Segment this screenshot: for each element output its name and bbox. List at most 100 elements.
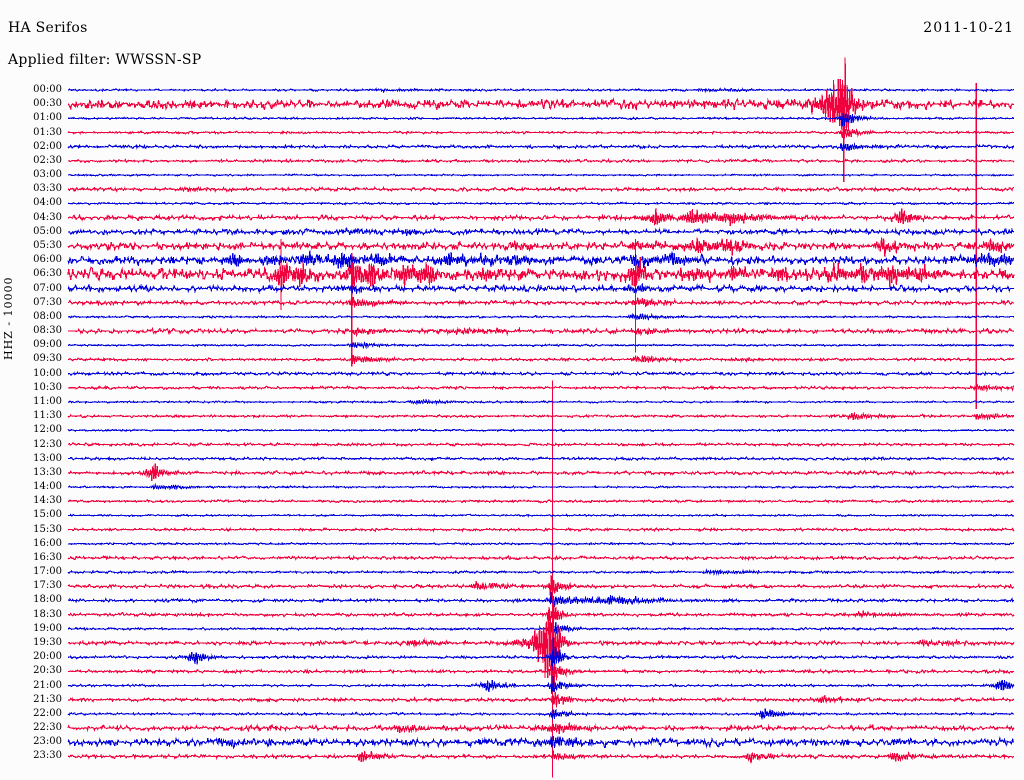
trace-line (67, 722, 1015, 736)
time-tick-label: 13:30 (33, 466, 62, 478)
time-tick-label: 17:30 (33, 580, 62, 592)
trace-line (67, 207, 1015, 227)
time-tick-label: 10:30 (33, 381, 62, 393)
time-tick-label: 15:00 (33, 509, 62, 521)
time-tick-label: 00:00 (33, 84, 62, 95)
time-tick-label: 13:00 (33, 452, 62, 464)
trace-line (67, 398, 1015, 406)
time-tick-label: 16:00 (33, 537, 62, 549)
trace-line (67, 541, 1015, 546)
time-tick-label: 05:30 (33, 239, 62, 251)
trace-line (67, 482, 1015, 491)
trace-line (67, 568, 1015, 576)
trace-line (67, 296, 1015, 309)
trace-line (67, 428, 1015, 433)
time-tick-label: 21:30 (33, 693, 62, 705)
time-tick-label: 10:00 (33, 367, 62, 379)
trace-line (67, 87, 1015, 94)
trace-line (67, 283, 1015, 294)
trace-line (67, 736, 1015, 750)
trace-line (67, 312, 1014, 322)
time-tick-label: 08:30 (33, 325, 62, 337)
trace-line (67, 227, 1015, 237)
trace-line (68, 185, 1015, 193)
time-tick-label: 22:30 (33, 722, 62, 734)
time-tick-label: 04:00 (33, 197, 62, 209)
trace-line (68, 637, 1015, 673)
time-tick-label: 04:30 (33, 211, 62, 223)
time-tick-label: 01:00 (33, 112, 62, 124)
time-tick-label: 15:30 (33, 523, 62, 535)
trace-line (67, 57, 1015, 156)
trace-line (67, 708, 1014, 721)
date-label: 2011-10-21 (923, 20, 1014, 36)
trace-line (67, 411, 1015, 421)
time-tick-label: 18:30 (33, 608, 62, 620)
station-title: HA Serifos (8, 20, 88, 36)
trace-line (67, 237, 1015, 258)
time-tick-label: 05:00 (33, 225, 62, 237)
trace-line (67, 157, 1015, 164)
trace-line (68, 498, 1015, 504)
trace-line (67, 574, 1015, 598)
trace-line (68, 370, 1015, 377)
trace-line (67, 112, 1015, 127)
trace-group (67, 57, 1015, 764)
trace-line (67, 591, 1015, 607)
trace-line (67, 554, 1015, 562)
time-axis: 00:00 00:30 01:00 01:30 02:00 02:30 03:00 03:30… (0, 0, 66, 780)
trace-line (67, 676, 1015, 694)
time-tick-label: 12:30 (33, 438, 62, 450)
time-tick-label: 01:30 (33, 126, 62, 138)
time-tick-label: 09:00 (33, 339, 62, 351)
time-tick-label: 23:00 (33, 736, 62, 748)
time-tick-label: 02:00 (33, 140, 62, 152)
trace-line (68, 665, 1014, 681)
trace-line (67, 142, 1015, 152)
trace-line (67, 455, 1015, 462)
time-tick-label: 20:00 (33, 651, 62, 663)
trace-line (68, 621, 1015, 635)
applied-filter-label: Applied filter: WWSSN-SP (8, 52, 202, 68)
time-tick-label: 14:30 (33, 495, 62, 507)
time-tick-label: 23:30 (33, 750, 62, 762)
trace-line (67, 526, 1015, 533)
trace-line (67, 604, 1015, 623)
time-tick-label: 07:30 (33, 296, 62, 308)
trace-line (67, 463, 1015, 482)
time-tick-label: 07:00 (33, 282, 62, 294)
trace-line (67, 354, 1015, 365)
trace-line (67, 256, 1015, 291)
time-tick-label: 17:00 (33, 566, 62, 578)
trace-line (67, 201, 1015, 206)
time-tick-label: 19:00 (33, 622, 62, 634)
trace-line (67, 383, 1015, 393)
time-tick-label: 09:30 (33, 353, 62, 365)
trace-line (68, 513, 1015, 518)
time-tick-label: 06:30 (33, 268, 62, 280)
time-tick-label: 12:00 (33, 424, 62, 436)
time-tick-label: 11:00 (33, 395, 62, 407)
time-tick-label: 18:00 (33, 594, 62, 606)
trace-line (68, 340, 1015, 350)
time-tick-label: 16:30 (33, 551, 62, 563)
trace-line (68, 596, 1015, 695)
time-tick-label: 00:30 (33, 98, 62, 110)
time-tick-label: 14:00 (33, 481, 62, 493)
time-tick-label: 21:00 (33, 679, 62, 691)
trace-line (68, 173, 1014, 177)
time-tick-label: 03:30 (33, 183, 62, 195)
trace-line (67, 326, 1015, 337)
time-tick-label: 06:00 (33, 254, 62, 266)
time-tick-label: 22:00 (33, 707, 62, 719)
time-tick-label: 20:30 (33, 665, 62, 677)
trace-line (67, 750, 1015, 764)
trace-line (67, 127, 1015, 138)
time-tick-label: 11:30 (33, 410, 62, 422)
trace-line (67, 441, 1015, 448)
time-tick-label: 03:00 (33, 169, 62, 181)
trace-line (67, 250, 1015, 269)
time-tick-label: 19:30 (33, 637, 62, 649)
